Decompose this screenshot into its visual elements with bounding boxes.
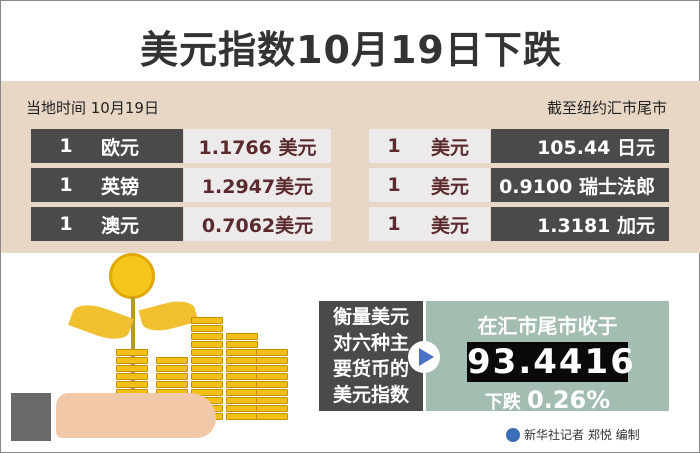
right-rate-value: 105.44 日元 [491, 129, 669, 163]
coin-icon [109, 253, 155, 299]
desc-line: 衡量美元 [332, 306, 409, 328]
coin-stack [156, 357, 188, 364]
left-rate-label: 1 欧元 [31, 129, 183, 163]
index-description: 衡量美元 对六种主 要货币的 美元指数 [319, 301, 423, 411]
left-rate-label: 1 英镑 [31, 168, 183, 202]
arrow-right-icon [408, 341, 440, 373]
amount: 1 [59, 174, 73, 196]
coin-stack [191, 357, 223, 364]
coin-stack [256, 381, 288, 388]
coin-stack [191, 389, 223, 396]
coin-stack [226, 357, 258, 364]
coin-stack [256, 357, 288, 364]
drop-line: 下跌 0.26% [426, 386, 669, 414]
coin-stack [226, 381, 258, 388]
xinhua-logo-icon [506, 427, 520, 442]
coin-stack [191, 341, 223, 348]
currency: 美元 [431, 175, 470, 198]
coin-stack [226, 333, 258, 340]
left-rate-value: 0.7062美元 [184, 207, 331, 241]
result-panel: 在汇市尾市收于 93.4416 下跌 0.26% [426, 301, 669, 414]
right-rate-value: 1.3181 加元 [491, 207, 669, 241]
left-rate-label: 1 澳元 [31, 207, 183, 241]
coin-stack [256, 349, 288, 356]
leaf-icon [138, 296, 199, 336]
coin-stack [226, 365, 258, 372]
right-rate-label: 1 美元 [369, 129, 490, 163]
amount: 1 [387, 213, 401, 235]
coin-stack [226, 397, 258, 404]
currency: 欧元 [101, 136, 140, 159]
coin-stack [156, 365, 188, 372]
drop-value: 0.26% [527, 386, 611, 414]
desc-line: 美元指数 [332, 384, 409, 406]
coin-stack [226, 373, 258, 380]
coin-stack [191, 333, 223, 340]
credit: 新华社记者 郑悦 编制 [506, 426, 640, 443]
index-value: 93.4416 [467, 342, 636, 382]
coin-stack [256, 397, 288, 404]
leaf-icon [68, 298, 134, 346]
right-rate-label: 1 美元 [369, 168, 490, 202]
coin-stack [116, 381, 148, 388]
coins-plant-hand-illustration [1, 253, 301, 453]
coin-stack [191, 349, 223, 356]
coin-stack [226, 389, 258, 396]
coin-stack [256, 413, 288, 420]
coin-stack [256, 373, 288, 380]
page-title: 美元指数10月19日下跌 [140, 28, 562, 72]
coin-stack [116, 365, 148, 372]
left-rate-value: 1.2947美元 [184, 168, 331, 202]
coin-stack [191, 373, 223, 380]
amount: 1 [59, 135, 73, 157]
coin-stack [116, 349, 148, 356]
currency: 美元 [431, 136, 470, 159]
coin-stack [191, 365, 223, 372]
left-rate-value: 1.1766 美元 [184, 129, 331, 163]
amount: 1 [387, 135, 401, 157]
right-rate-value: 0.9100 瑞士法郎 [491, 168, 669, 202]
coin-stack [226, 349, 258, 356]
coin-stack [116, 357, 148, 364]
amount: 1 [387, 174, 401, 196]
credit-text: 新华社记者 郑悦 编制 [524, 428, 640, 442]
local-time: 当地时间 10月19日 [26, 99, 159, 117]
drop-label: 下跌 [484, 392, 521, 413]
coin-stack [256, 365, 288, 372]
currency: 美元 [431, 214, 470, 237]
sleeve-icon [11, 393, 51, 441]
coin-stack [191, 381, 223, 388]
coin-stack [191, 317, 223, 324]
coin-stack [226, 405, 258, 412]
coin-stack [156, 373, 188, 380]
result-label: 在汇市尾市收于 [477, 314, 618, 338]
desc-line: 要货币的 [332, 358, 409, 380]
coin-stack [256, 405, 288, 412]
currency: 英镑 [101, 175, 140, 198]
coin-stack [156, 381, 188, 388]
hand-icon [56, 393, 216, 438]
coin-stack [226, 413, 258, 420]
right-rate-label: 1 美元 [369, 207, 490, 241]
coin-stack [116, 373, 148, 380]
currency: 澳元 [101, 214, 140, 237]
coin-stack [256, 389, 288, 396]
amount: 1 [59, 213, 73, 235]
as-of-note: 截至纽约汇市尾市 [546, 99, 667, 117]
desc-line: 对六种主 [332, 332, 409, 354]
coin-stack [226, 341, 258, 348]
coin-stack [191, 325, 223, 332]
